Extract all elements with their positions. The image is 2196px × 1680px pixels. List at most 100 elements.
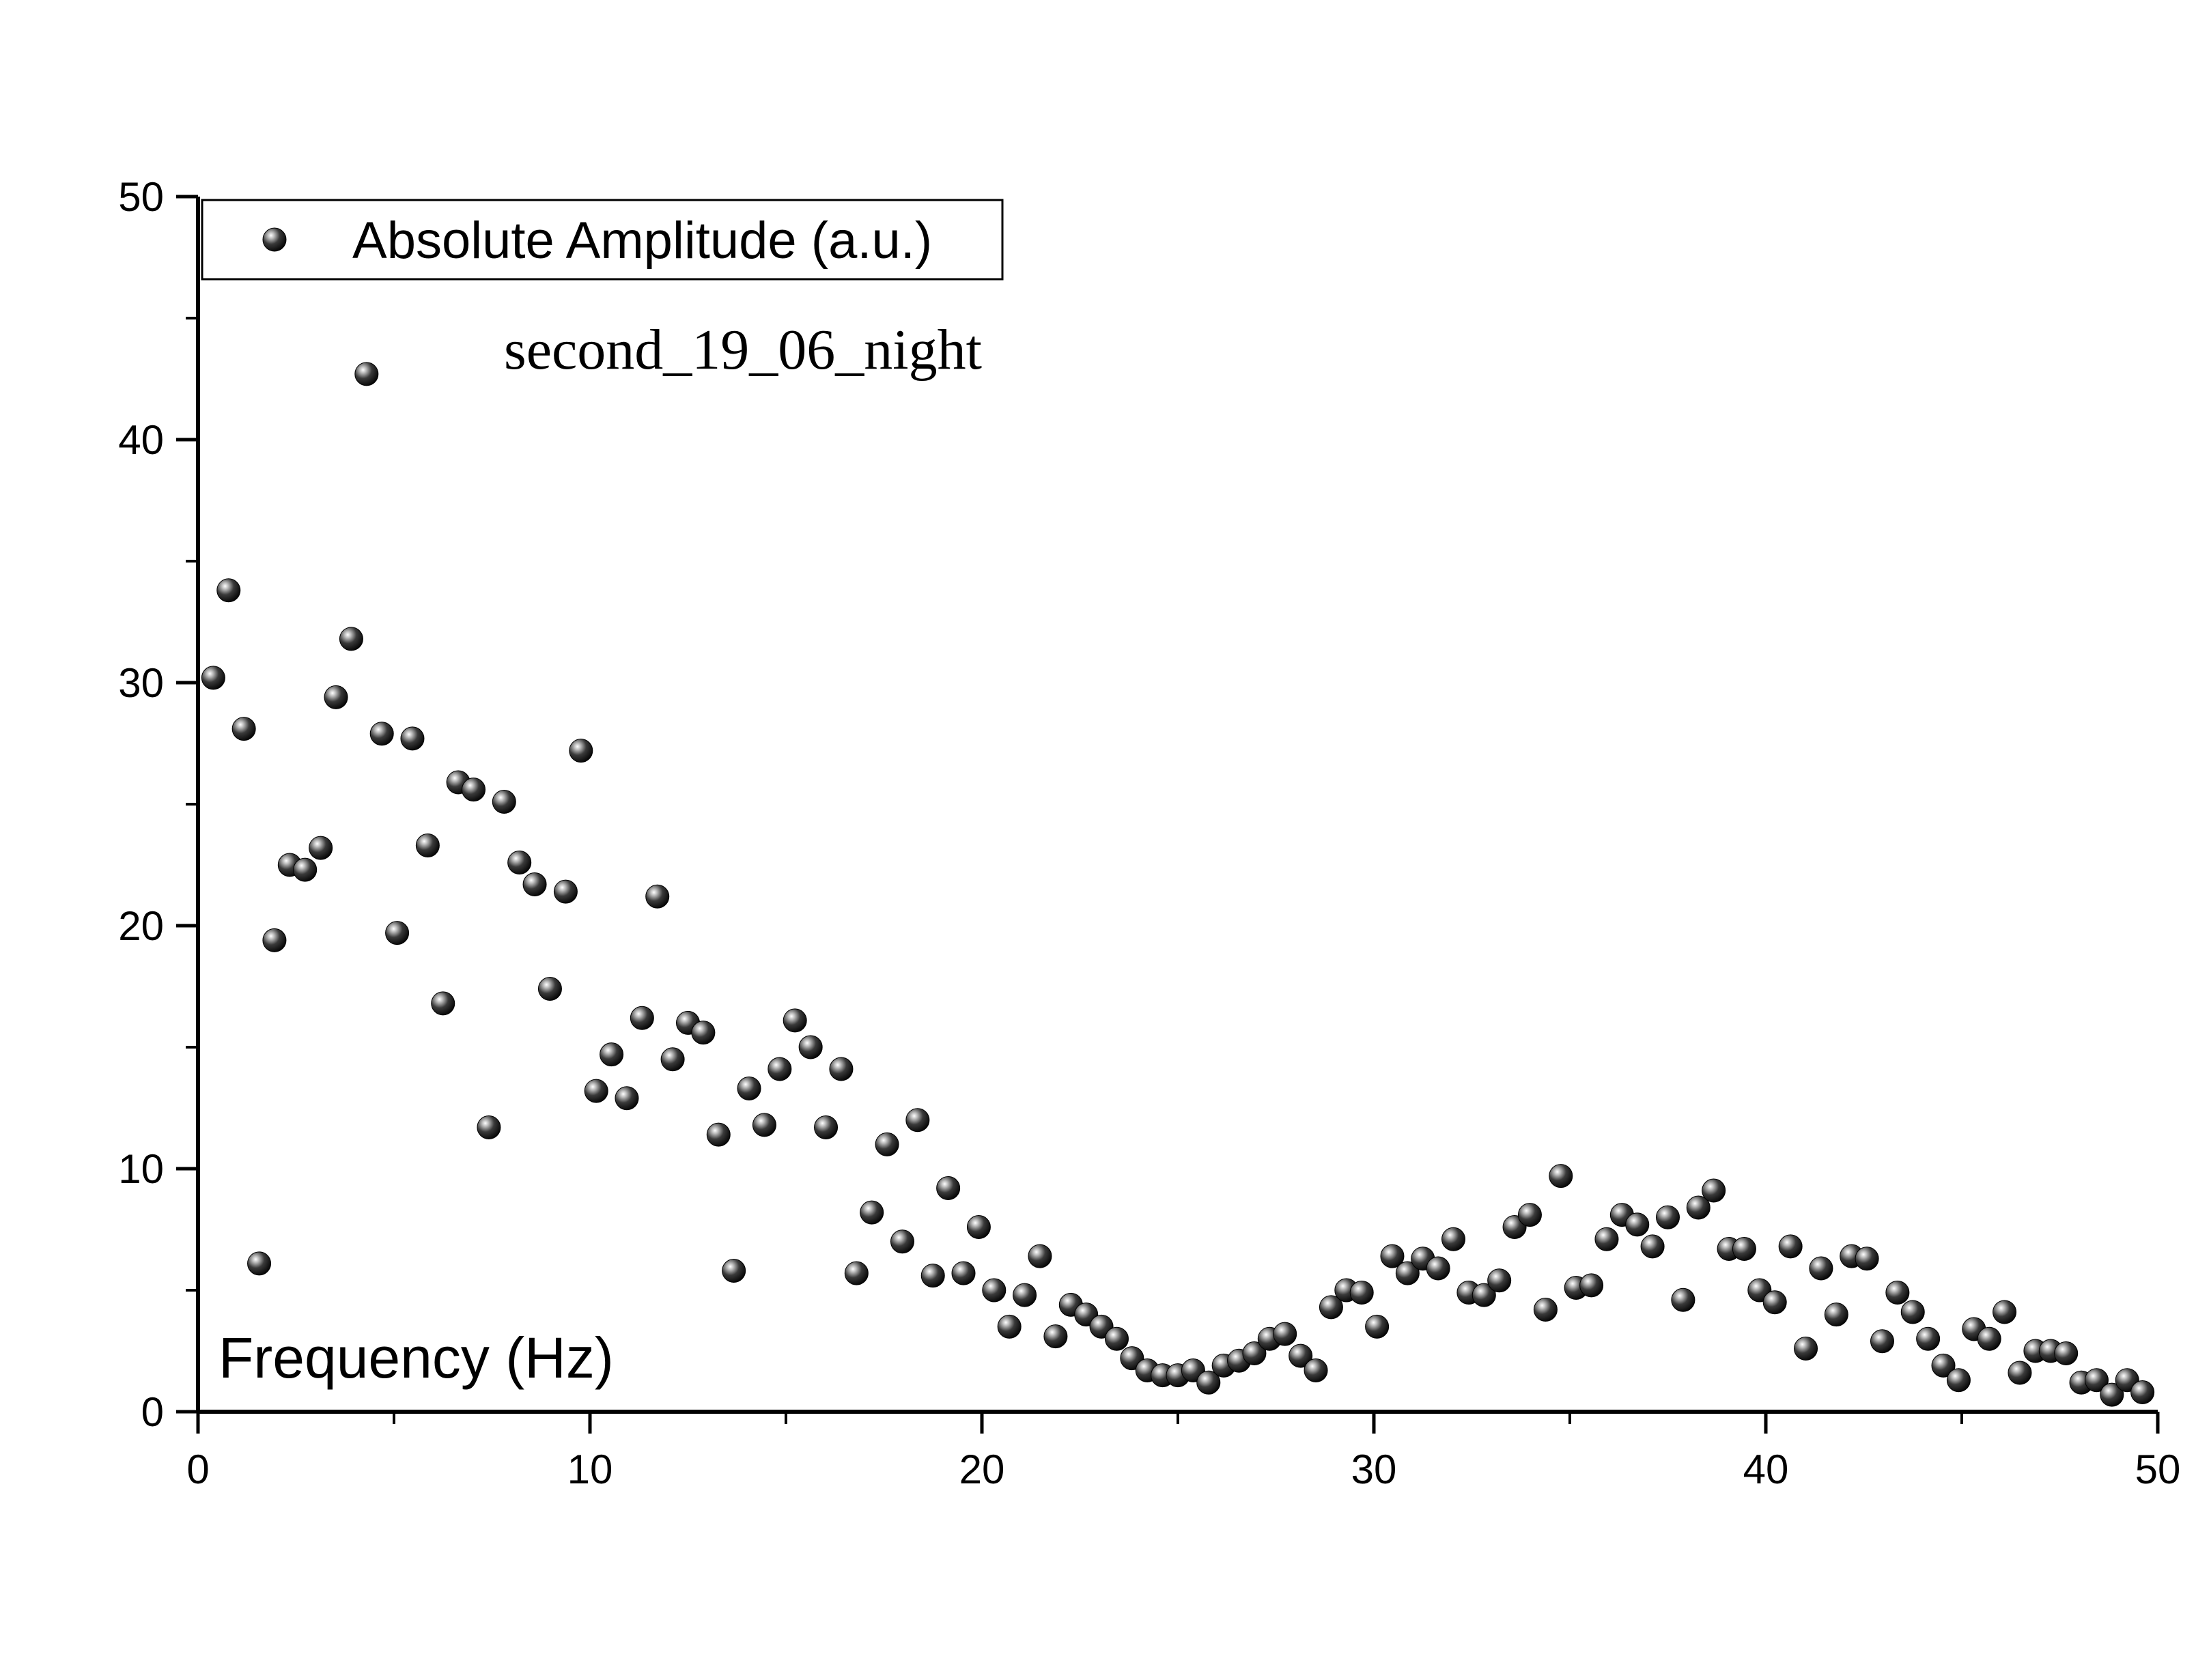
data-point bbox=[860, 1200, 884, 1225]
legend-marker bbox=[262, 227, 287, 252]
data-point bbox=[997, 1314, 1022, 1339]
data-point bbox=[1487, 1268, 1512, 1293]
data-point bbox=[507, 850, 532, 874]
data-point bbox=[1809, 1256, 1833, 1281]
y-tick-label: 0 bbox=[141, 1389, 164, 1435]
data-point bbox=[262, 928, 287, 952]
data-point bbox=[1196, 1370, 1221, 1395]
data-point bbox=[293, 857, 318, 882]
x-axis-label: Frequency (Hz) bbox=[219, 1326, 614, 1390]
data-point bbox=[1517, 1203, 1542, 1227]
data-point bbox=[1977, 1326, 2001, 1351]
data-point bbox=[522, 872, 547, 896]
data-point bbox=[1824, 1302, 1848, 1327]
x-tick-label: 20 bbox=[959, 1447, 1005, 1492]
data-point bbox=[844, 1261, 869, 1285]
data-point bbox=[492, 789, 516, 814]
data-point bbox=[1625, 1212, 1650, 1237]
data-point bbox=[354, 362, 379, 386]
data-point bbox=[951, 1261, 976, 1285]
data-point bbox=[2084, 1368, 2109, 1393]
data-point bbox=[1395, 1261, 1420, 1285]
data-point bbox=[829, 1057, 854, 1081]
data-point bbox=[324, 685, 348, 709]
data-point bbox=[768, 1057, 792, 1081]
y-tick-label: 10 bbox=[118, 1146, 164, 1192]
data-point bbox=[201, 666, 225, 690]
data-point bbox=[706, 1122, 731, 1147]
data-point bbox=[2008, 1361, 2032, 1385]
data-point bbox=[966, 1214, 991, 1239]
data-point bbox=[339, 627, 363, 651]
data-point bbox=[1013, 1283, 1037, 1307]
data-point bbox=[462, 778, 486, 802]
data-point bbox=[216, 578, 241, 603]
data-point bbox=[691, 1021, 716, 1045]
data-point bbox=[1702, 1178, 1726, 1203]
data-point bbox=[1349, 1281, 1374, 1305]
data-point bbox=[1762, 1290, 1787, 1315]
data-point bbox=[1794, 1336, 1818, 1361]
data-point bbox=[1549, 1164, 1573, 1188]
data-point bbox=[905, 1108, 930, 1133]
data-point bbox=[1916, 1326, 1941, 1351]
data-point bbox=[1778, 1234, 1803, 1259]
data-point bbox=[1441, 1227, 1466, 1251]
data-point bbox=[1656, 1205, 1680, 1229]
data-point bbox=[722, 1259, 746, 1283]
x-axis-ticks: 0 10 20 30 40 50 bbox=[186, 1412, 2180, 1492]
data-point bbox=[737, 1077, 761, 1101]
data-point bbox=[1732, 1236, 1756, 1261]
data-point bbox=[431, 991, 455, 1016]
data-point bbox=[247, 1251, 272, 1276]
data-point bbox=[1304, 1358, 1328, 1382]
data-point bbox=[1671, 1287, 1695, 1312]
data-point bbox=[1289, 1343, 1313, 1368]
data-point bbox=[1686, 1195, 1711, 1220]
data-point bbox=[1242, 1341, 1267, 1366]
x-tick-label: 10 bbox=[567, 1447, 613, 1492]
data-point bbox=[600, 1042, 624, 1067]
data-point bbox=[1319, 1295, 1343, 1320]
data-point bbox=[890, 1229, 914, 1254]
data-point bbox=[1931, 1353, 1956, 1378]
data-point bbox=[1380, 1244, 1405, 1268]
data-point bbox=[1533, 1297, 1558, 1322]
legend-label: Absolute Amplitude (a.u.) bbox=[352, 212, 932, 270]
data-point bbox=[814, 1115, 839, 1139]
y-tick-label: 30 bbox=[118, 660, 164, 706]
data-point bbox=[875, 1132, 899, 1156]
data-point bbox=[1855, 1247, 1879, 1271]
data-point bbox=[553, 879, 578, 904]
data-point bbox=[369, 722, 394, 746]
data-point bbox=[1946, 1368, 1971, 1393]
x-tick-label: 40 bbox=[1743, 1447, 1789, 1492]
data-point bbox=[1579, 1273, 1604, 1298]
data-point bbox=[783, 1008, 807, 1033]
data-point bbox=[920, 1264, 945, 1288]
data-point bbox=[231, 717, 256, 741]
data-point bbox=[1640, 1234, 1665, 1259]
data-point bbox=[477, 1115, 501, 1139]
data-point bbox=[1365, 1314, 1390, 1339]
x-tick-label: 50 bbox=[2135, 1447, 2181, 1492]
data-point bbox=[385, 921, 410, 945]
data-point bbox=[1594, 1227, 1619, 1251]
chart-annotation: second_19_06_night bbox=[504, 318, 982, 382]
data-point bbox=[982, 1278, 1006, 1302]
data-point bbox=[660, 1047, 685, 1072]
data-point bbox=[1993, 1300, 2017, 1324]
data-point bbox=[1870, 1329, 1894, 1354]
data-point bbox=[584, 1079, 608, 1103]
data-point bbox=[752, 1113, 776, 1137]
data-point bbox=[1043, 1324, 1068, 1349]
data-point bbox=[569, 739, 593, 763]
data-point bbox=[2100, 1382, 2124, 1407]
x-tick-label: 0 bbox=[186, 1447, 209, 1492]
data-point bbox=[1273, 1322, 1297, 1346]
y-tick-label: 50 bbox=[118, 174, 164, 220]
data-point bbox=[798, 1035, 823, 1059]
data-point bbox=[630, 1006, 654, 1030]
y-axis-ticks: 0 10 20 30 40 50 bbox=[118, 174, 198, 1435]
